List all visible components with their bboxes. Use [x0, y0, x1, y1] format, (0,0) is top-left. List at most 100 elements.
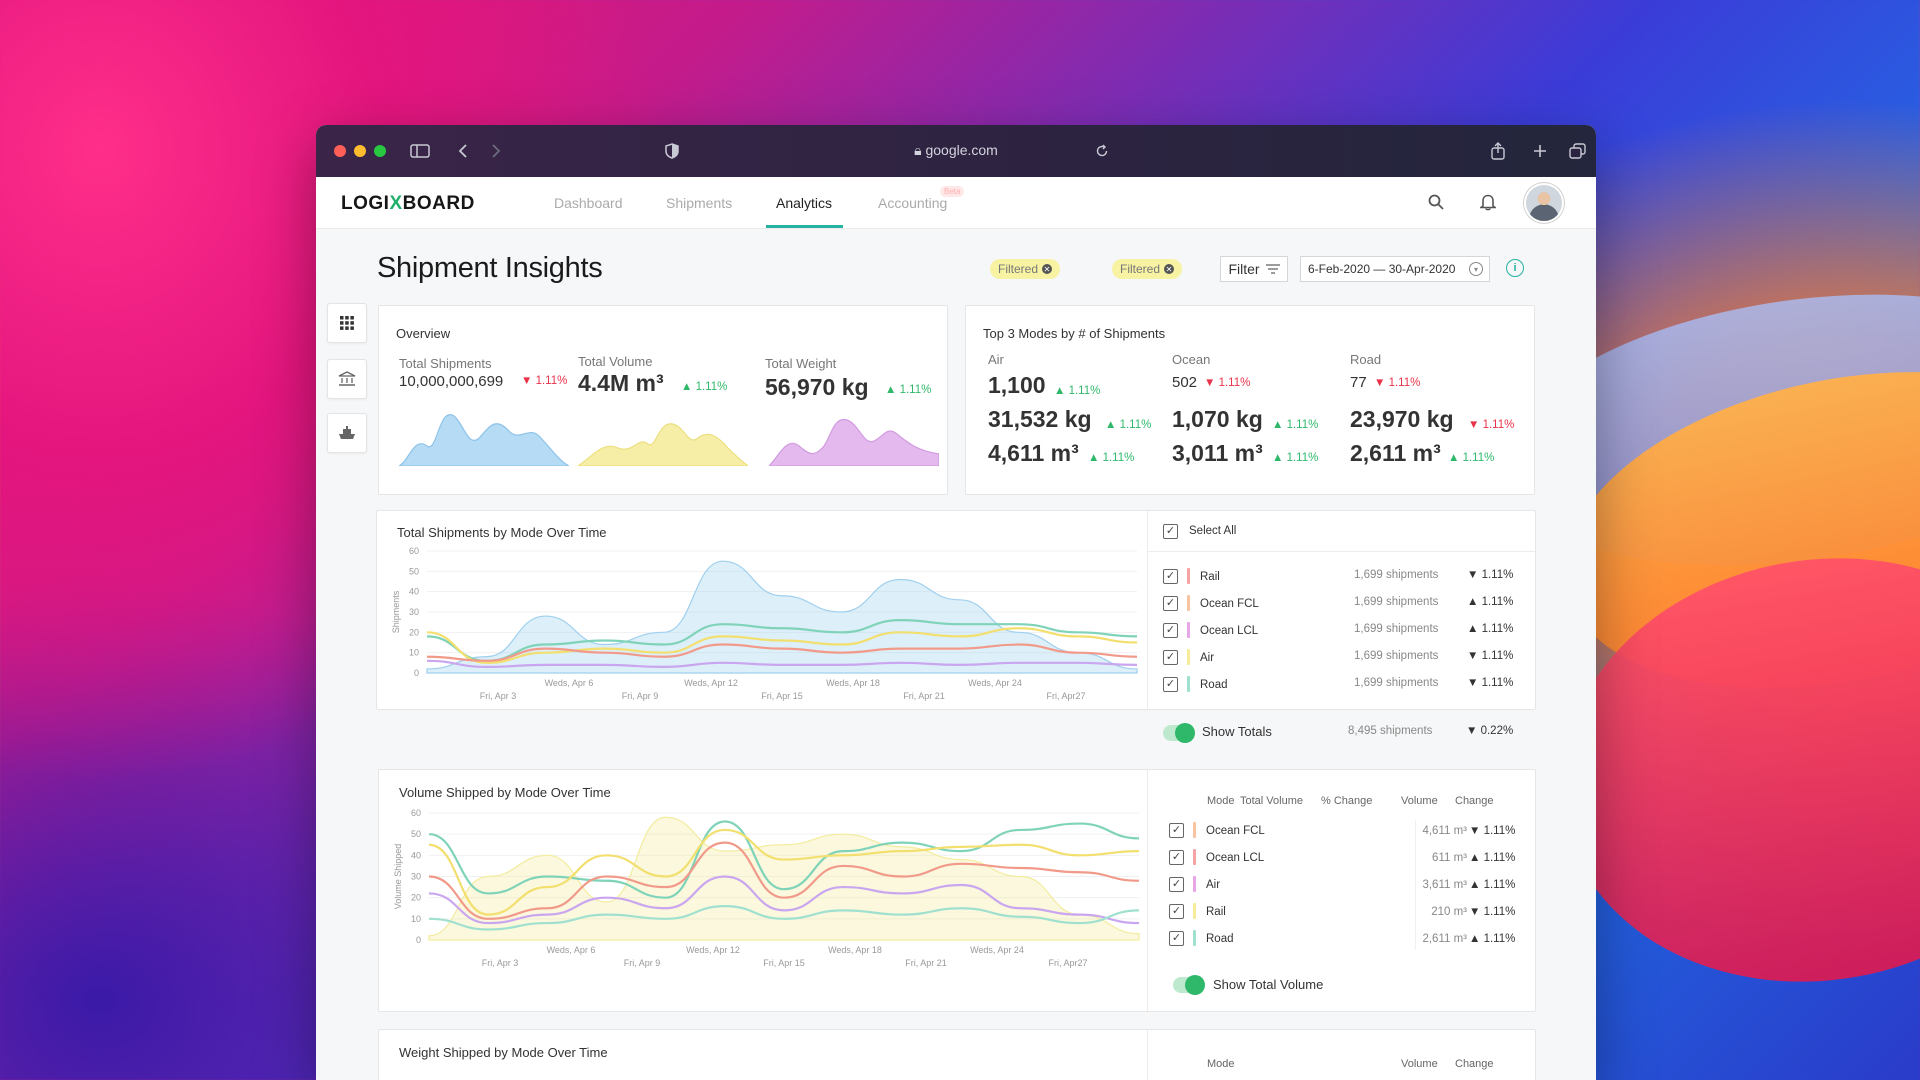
x-tick-label: Weds, Apr 24 [968, 678, 1022, 688]
mode-color-swatch [1187, 649, 1190, 665]
mode-checkbox[interactable]: ✓ [1169, 931, 1184, 946]
address-bar[interactable]: 🔒︎ google.com [316, 142, 1596, 159]
mode-checkbox[interactable]: ✓ [1163, 569, 1178, 584]
show-totals-label: Show Totals [1202, 724, 1272, 739]
show-total-volume-label: Show Total Volume [1213, 977, 1324, 992]
mode-label: Rail [1206, 906, 1226, 918]
sidebar-toggle-icon[interactable] [408, 139, 432, 163]
mode-weight: 1,070 kg [1172, 406, 1263, 432]
total-shipments-label: Total Shipments [399, 356, 492, 371]
x-tick-label: Fri, Apr 9 [622, 691, 659, 701]
mode-checkbox[interactable]: ✓ [1169, 877, 1184, 892]
grid-view-button[interactable] [327, 303, 367, 343]
col-mode: Mode [1207, 1058, 1235, 1070]
share-icon[interactable] [1486, 139, 1510, 163]
y-tick-label: 50 [409, 566, 419, 576]
filter-button[interactable]: Filter [1220, 256, 1288, 282]
minimize-window-button[interactable] [354, 145, 366, 157]
remove-chip-icon[interactable]: ✕ [1042, 264, 1053, 274]
x-tick-label: Weds, Apr 6 [545, 678, 594, 688]
forward-icon[interactable] [484, 139, 508, 163]
mode-change: ▲ 1.11% [1467, 596, 1514, 608]
col-total-volume: Total Volume [1240, 795, 1303, 807]
mode-checkbox[interactable]: ✓ [1169, 823, 1184, 838]
divider [1415, 820, 1416, 950]
y-tick-label: 30 [411, 872, 421, 882]
mode-label: Road [1206, 933, 1234, 945]
bell-icon[interactable] [1477, 191, 1499, 213]
search-icon[interactable] [1425, 191, 1447, 213]
reload-icon[interactable] [1090, 139, 1114, 163]
bank-view-button[interactable] [327, 359, 367, 399]
ship-icon [339, 426, 355, 439]
nav-dashboard[interactable]: Dashboard [554, 195, 623, 211]
top-modes-card: Top 3 Modes by # of Shipments Air 1,100 … [965, 305, 1535, 495]
divider [1147, 770, 1148, 1013]
new-tab-icon[interactable] [1528, 139, 1552, 163]
series-line-road [426, 619, 1138, 662]
y-tick-label: 40 [409, 587, 419, 597]
show-total-volume-toggle[interactable] [1173, 975, 1205, 995]
select-all-label: Select All [1189, 525, 1237, 537]
mode-checkbox[interactable]: ✓ [1169, 904, 1184, 919]
filter-lines-icon [1265, 264, 1280, 274]
nav-analytics[interactable]: Analytics [776, 195, 833, 211]
select-all-checkbox[interactable]: ✓ [1163, 524, 1178, 539]
nav-shipments[interactable]: Shipments [666, 195, 733, 211]
shipments-chart-title: Total Shipments by Mode Over Time [397, 525, 607, 540]
total-weight-value: 56,970 kg [765, 374, 869, 400]
mode-volume-change: ▲ 1.11% [1448, 452, 1495, 464]
shield-icon[interactable] [660, 139, 684, 163]
series-line-ocean-fcl [428, 841, 1140, 920]
ship-view-button[interactable] [327, 413, 367, 453]
y-tick-label: 10 [411, 914, 421, 924]
back-icon[interactable] [451, 139, 475, 163]
col-volume: Volume [1401, 1058, 1438, 1070]
y-tick-label: 0 [416, 935, 421, 945]
mode-checkbox[interactable]: ✓ [1163, 596, 1178, 611]
mode-change: ▲ 1.11% [1469, 933, 1516, 945]
maximize-window-button[interactable] [374, 145, 386, 157]
mode-change: ▲ 1.11% [1469, 852, 1516, 864]
logo[interactable]: LOGIXBOARD [341, 193, 475, 214]
series-area-total [426, 560, 1138, 674]
avatar[interactable] [1524, 183, 1564, 223]
close-window-button[interactable] [334, 145, 346, 157]
total-shipments-change: ▼ 1.11% [521, 375, 568, 387]
total-weight-label: Total Weight [765, 356, 837, 371]
info-icon[interactable]: i [1506, 259, 1524, 277]
series-line-air [428, 828, 1140, 916]
mode-name: Ocean [1172, 352, 1211, 367]
series-line-air [426, 627, 1138, 664]
mode-checkbox[interactable]: ✓ [1163, 677, 1178, 692]
grid-icon [340, 316, 354, 330]
col-volume: Volume [1401, 795, 1438, 807]
bank-icon [338, 371, 356, 386]
filter-chip[interactable]: Filtered ✕ [1112, 259, 1183, 279]
mode-checkbox[interactable]: ✓ [1163, 623, 1178, 638]
mode-checkbox[interactable]: ✓ [1163, 650, 1178, 665]
mode-count: 77 [1350, 374, 1367, 391]
beta-badge: Beta [940, 186, 965, 197]
nav-accounting[interactable]: Accounting [878, 195, 948, 211]
toggle-knob [1175, 723, 1195, 743]
filter-chip[interactable]: Filtered ✕ [990, 259, 1061, 279]
y-tick-label: 10 [409, 648, 419, 658]
tabs-overview-icon[interactable] [1566, 139, 1590, 163]
mode-weight: 23,970 kg [1350, 406, 1454, 432]
shipments-chart-card: Total Shipments by Mode Over Time Shipme… [376, 510, 1536, 711]
mode-checkbox[interactable]: ✓ [1169, 850, 1184, 865]
mode-name: Air [988, 352, 1004, 367]
remove-chip-icon[interactable]: ✕ [1164, 264, 1175, 274]
active-tab-indicator [766, 225, 843, 228]
totals-change: ▼ 0.22% [1466, 725, 1514, 737]
show-totals-toggle[interactable] [1163, 723, 1195, 743]
shipments-sparkline [399, 414, 569, 466]
overview-title: Overview [396, 326, 451, 341]
mode-color-swatch [1187, 568, 1190, 584]
mode-weight: 31,532 kg [988, 406, 1092, 432]
total-volume-label: Total Volume [578, 354, 653, 369]
mode-change: ▼ 1.11% [1467, 569, 1514, 581]
date-range-picker[interactable]: 6-Feb-2020 — 30-Apr-2020 ▾ [1300, 256, 1490, 282]
mode-label: Ocean LCL [1206, 852, 1265, 864]
